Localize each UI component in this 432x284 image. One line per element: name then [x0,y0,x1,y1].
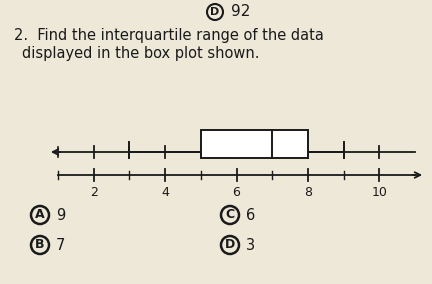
Text: 6: 6 [232,186,241,199]
Text: 8: 8 [304,186,312,199]
Text: 2: 2 [90,186,98,199]
Text: 10: 10 [372,186,387,199]
Text: 9: 9 [56,208,65,222]
Bar [201,130,308,158]
Text: displayed in the box plot shown.: displayed in the box plot shown. [22,46,260,61]
Text: A: A [35,208,45,222]
Text: 2.  Find the interquartile range of the data: 2. Find the interquartile range of the d… [14,28,324,43]
Text: D: D [210,7,219,17]
Text: 92: 92 [231,5,251,20]
Text: B: B [35,239,45,252]
Text: C: C [226,208,235,222]
Text: 6: 6 [246,208,255,222]
Text: 7: 7 [56,237,65,252]
Text: 3: 3 [246,237,255,252]
Text: 4: 4 [161,186,169,199]
Text: D: D [225,239,235,252]
